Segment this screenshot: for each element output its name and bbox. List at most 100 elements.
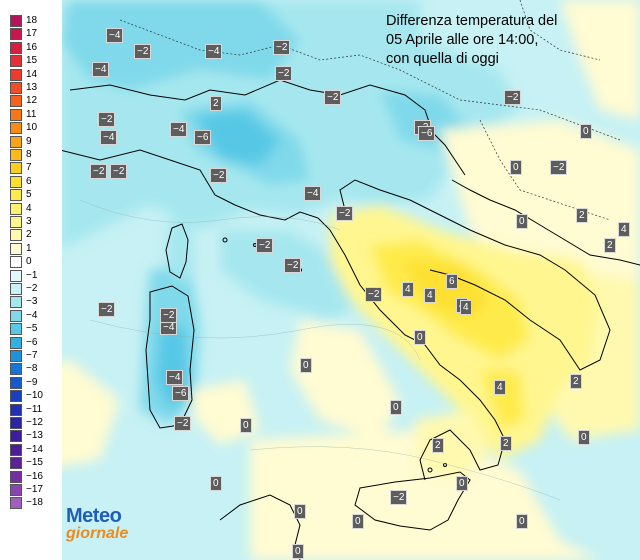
legend-row: 17 [6,27,56,41]
value-label: 2 [432,438,444,453]
value-label: −4 [304,186,322,201]
legend-row: −4 [6,309,56,322]
legend-row: −7 [6,349,56,362]
legend-swatch [10,175,22,188]
value-label: −4 [100,130,118,145]
legend-swatch [10,470,22,483]
logo-line-1: Meteo [66,505,122,527]
legend-swatch [10,229,22,242]
legend-label: 8 [26,149,32,160]
value-label: 0 [294,504,306,519]
legend-label: 5 [26,189,32,201]
value-label: −2 [174,416,192,431]
value-label: −4 [166,370,184,385]
legend-swatch [10,323,22,336]
legend-label: −4 [26,309,38,321]
legend-row: 5 [6,188,56,202]
legend-row: −9 [6,376,56,389]
legend-swatch [10,82,22,94]
legend-swatch [10,189,22,202]
value-label: 2 [576,208,588,223]
legend-swatch [10,162,22,175]
value-label: −4 [170,122,188,137]
value-label: 0 [390,400,402,415]
legend-swatch [10,484,22,496]
legend-row: −3 [6,295,56,309]
value-label: −6 [172,386,190,401]
value-label: −2 [324,90,342,105]
value-label: 0 [352,514,364,529]
legend-label: 6 [26,175,32,187]
legend-swatch [10,497,22,510]
value-label: 4 [402,282,414,297]
color-legend: 18 17 16 15 14 13 12 11 10 9 8 7 6 5 4 3 2 1 0 −1 −2 −3 −4 −5 −6… [0,0,62,560]
legend-label: 18 [26,15,38,26]
value-label: 2 [604,238,616,253]
legend-label: −15 [26,457,43,469]
legend-swatch [10,68,22,81]
legend-label: 3 [26,216,32,227]
legend-row: 6 [6,175,56,188]
value-label: −2 [160,308,178,323]
legend-label: 10 [26,122,38,134]
legend-label: 12 [26,95,38,107]
legend-row: 9 [6,135,56,148]
legend-swatch [10,95,22,108]
value-label: −2 [550,160,568,175]
legend-label: −2 [26,283,38,294]
value-label: −2 [390,490,408,505]
legend-label: −9 [26,376,38,388]
value-label: 0 [456,476,468,491]
legend-label: −16 [26,470,43,482]
value-label: −2 [336,206,354,221]
legend-row: 13 [6,81,56,94]
legend-label: −1 [26,269,38,281]
legend-label: 7 [26,162,32,174]
legend-label: −3 [26,296,38,308]
legend-row: −1 [6,269,56,282]
value-label: 0 [414,330,426,345]
legend-swatch [10,403,22,416]
value-label: 4 [618,222,630,237]
legend-swatch [10,55,22,68]
legend-label: 1 [26,242,32,254]
legend-row: −18 [6,496,56,510]
legend-row: 16 [6,41,56,54]
value-label: 0 [580,124,592,139]
value-label: −2 [365,287,383,302]
legend-row: 11 [6,108,56,121]
legend-row: −15 [6,456,56,470]
legend-swatch [10,283,22,295]
legend-swatch [10,108,22,121]
legend-row: 2 [6,228,56,242]
legend-swatch [10,336,22,349]
value-label: 0 [292,544,304,559]
legend-label: 16 [26,41,38,53]
legend-row: −12 [6,416,56,429]
legend-label: −6 [26,336,38,348]
legend-swatch [10,242,22,255]
legend-row: −13 [6,429,56,443]
value-label: 0 [300,358,312,373]
value-label: −2 [98,302,116,317]
legend-label: 17 [26,28,38,40]
legend-label: 0 [26,256,32,268]
legend-swatch [10,417,22,429]
legend-swatch [10,122,22,135]
legend-swatch [10,363,22,376]
legend-swatch [10,216,22,228]
value-label: 6 [446,274,458,289]
legend-row: −16 [6,470,56,483]
value-label: −6 [194,130,212,145]
legend-label: −7 [26,350,38,361]
value-label: −2 [90,164,108,179]
meteogiornale-logo: Meteo giornale [66,505,146,549]
title-line-2: 05 Aprile alle ore 14:00, [386,32,539,48]
legend-row: −10 [6,389,56,403]
value-label: 2 [570,374,582,389]
legend-label: −8 [26,363,38,375]
value-label: 4 [494,380,506,395]
value-label: −2 [284,258,302,273]
legend-row: −8 [6,362,56,376]
